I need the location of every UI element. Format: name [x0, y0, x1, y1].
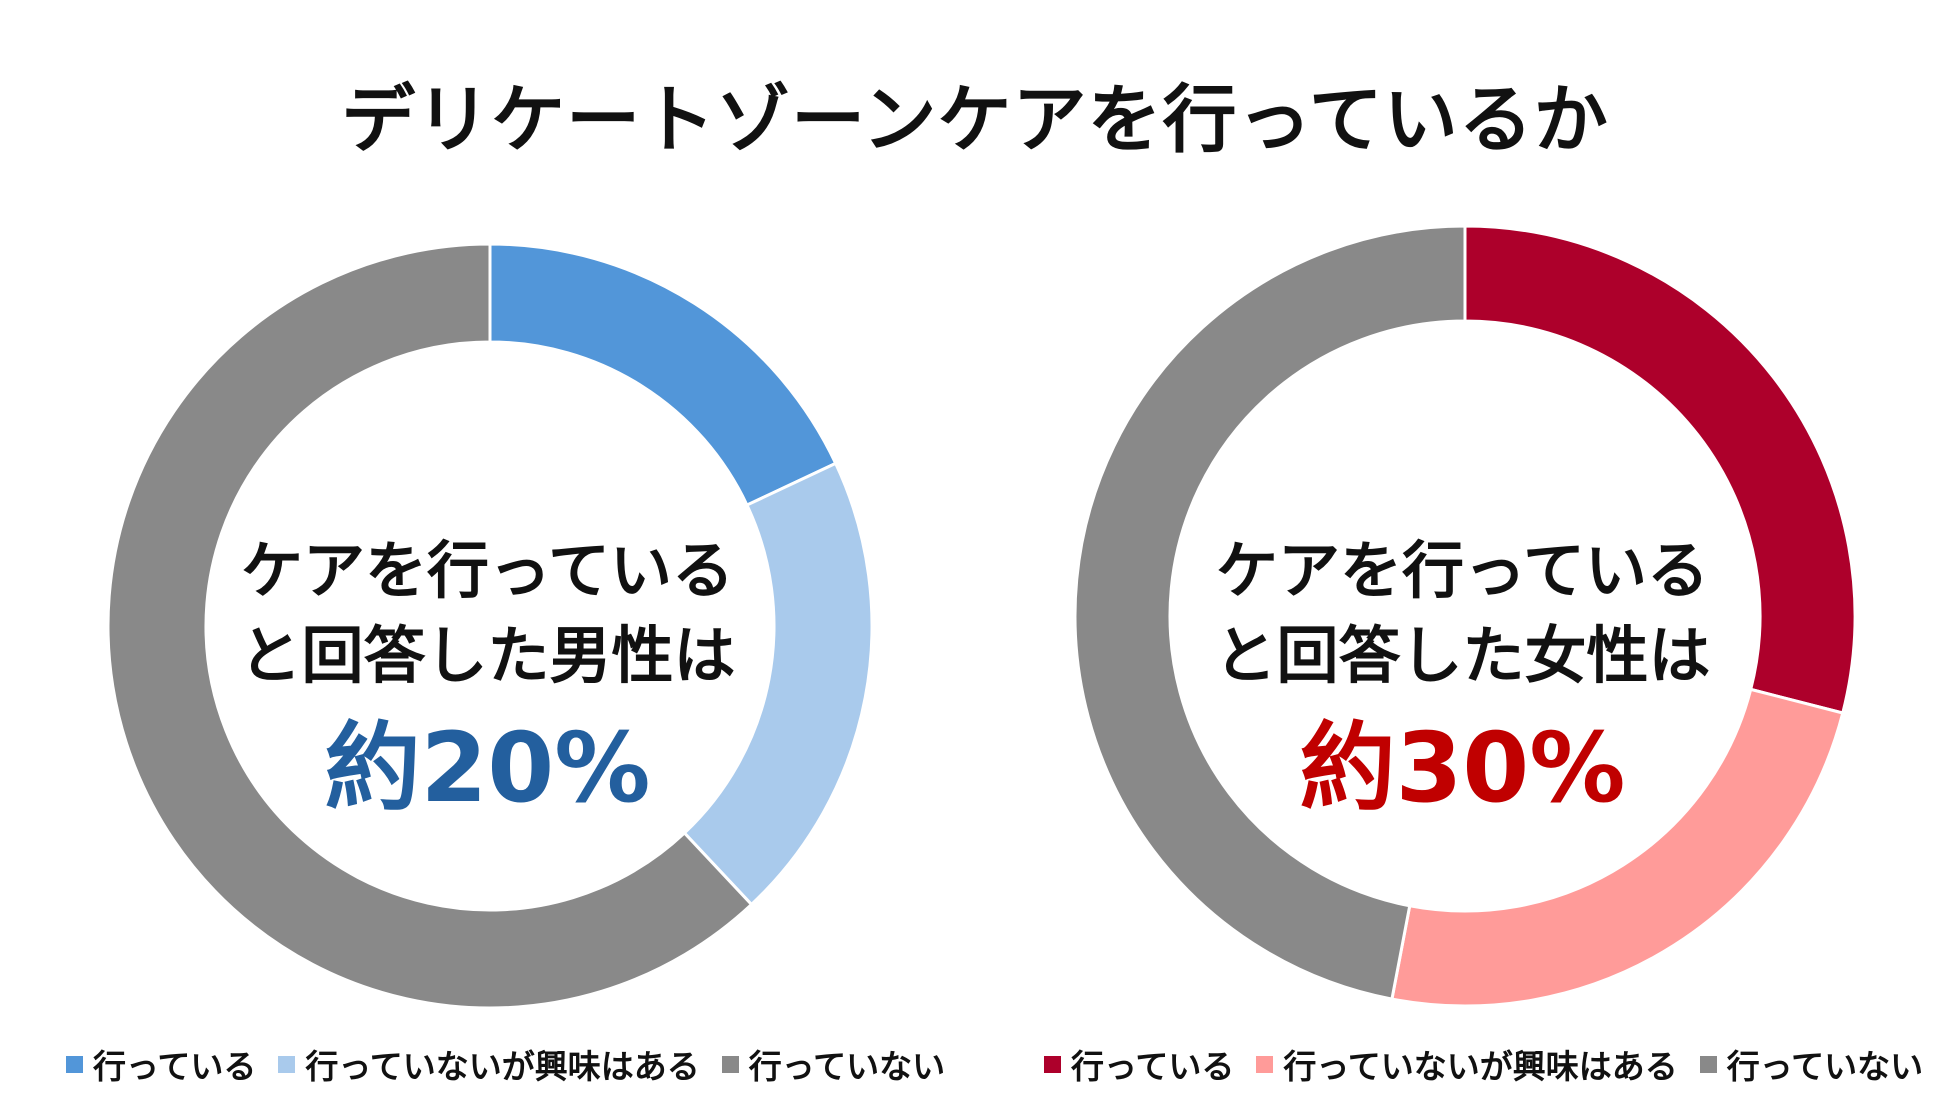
legend-label: 行っていない	[748, 1047, 946, 1086]
donut-slice-3	[1073, 224, 1467, 1001]
legend-label: 行っている	[1071, 1047, 1235, 1086]
female-center-line2: と回答した女性は	[1214, 619, 1711, 692]
male-center-line2: と回答した男性は	[239, 619, 736, 692]
chart-title: デリケートゾーンケアを行っているか	[341, 77, 1609, 163]
legend-label: 行っていないが興味はある	[305, 1047, 700, 1086]
donut-slice-3	[106, 242, 754, 1010]
legend-label: 行っていないが興味はある	[1283, 1047, 1678, 1086]
legend-swatch	[278, 1055, 296, 1073]
female-donut-svg	[1073, 224, 1857, 1008]
legend-item: 行っていないが興味はある	[278, 1040, 700, 1088]
donut-slice-1	[1463, 224, 1857, 715]
female-donut-chart: ケアを行っている と回答した女性は 約30%	[975, 220, 1950, 1020]
female-center-percent: 約30%	[1299, 712, 1626, 824]
legend-item: 行っている	[66, 1040, 256, 1088]
male-donut-chart: ケアを行っている と回答した男性は 約20%	[0, 220, 975, 1020]
legend-swatch	[1256, 1055, 1274, 1073]
legend-swatch	[1044, 1055, 1061, 1073]
legend-label: 行っている	[93, 1047, 257, 1086]
legend-label: 行っていない	[1726, 1047, 1924, 1086]
male-donut-svg	[106, 242, 874, 1010]
donut-slice-1	[488, 242, 838, 508]
male-legend: 行っている 行っていないが興味はある 行っていない	[66, 1040, 967, 1088]
male-center-percent: 約20%	[324, 712, 651, 824]
legend-swatch	[66, 1055, 83, 1073]
legend-item: 行っていない	[721, 1040, 946, 1088]
legend-swatch	[1699, 1055, 1717, 1073]
legend-item: 行っていないが興味はある	[1256, 1040, 1678, 1088]
legend-swatch	[721, 1055, 739, 1073]
legend-item: 行っていない	[1699, 1040, 1924, 1088]
legend-item: 行っている	[1044, 1040, 1234, 1088]
female-center-line1: ケアを行っている	[1216, 534, 1709, 607]
female-legend: 行っている 行っていないが興味はある 行っていない	[1044, 1040, 1945, 1088]
male-center-line1: ケアを行っている	[241, 534, 734, 607]
